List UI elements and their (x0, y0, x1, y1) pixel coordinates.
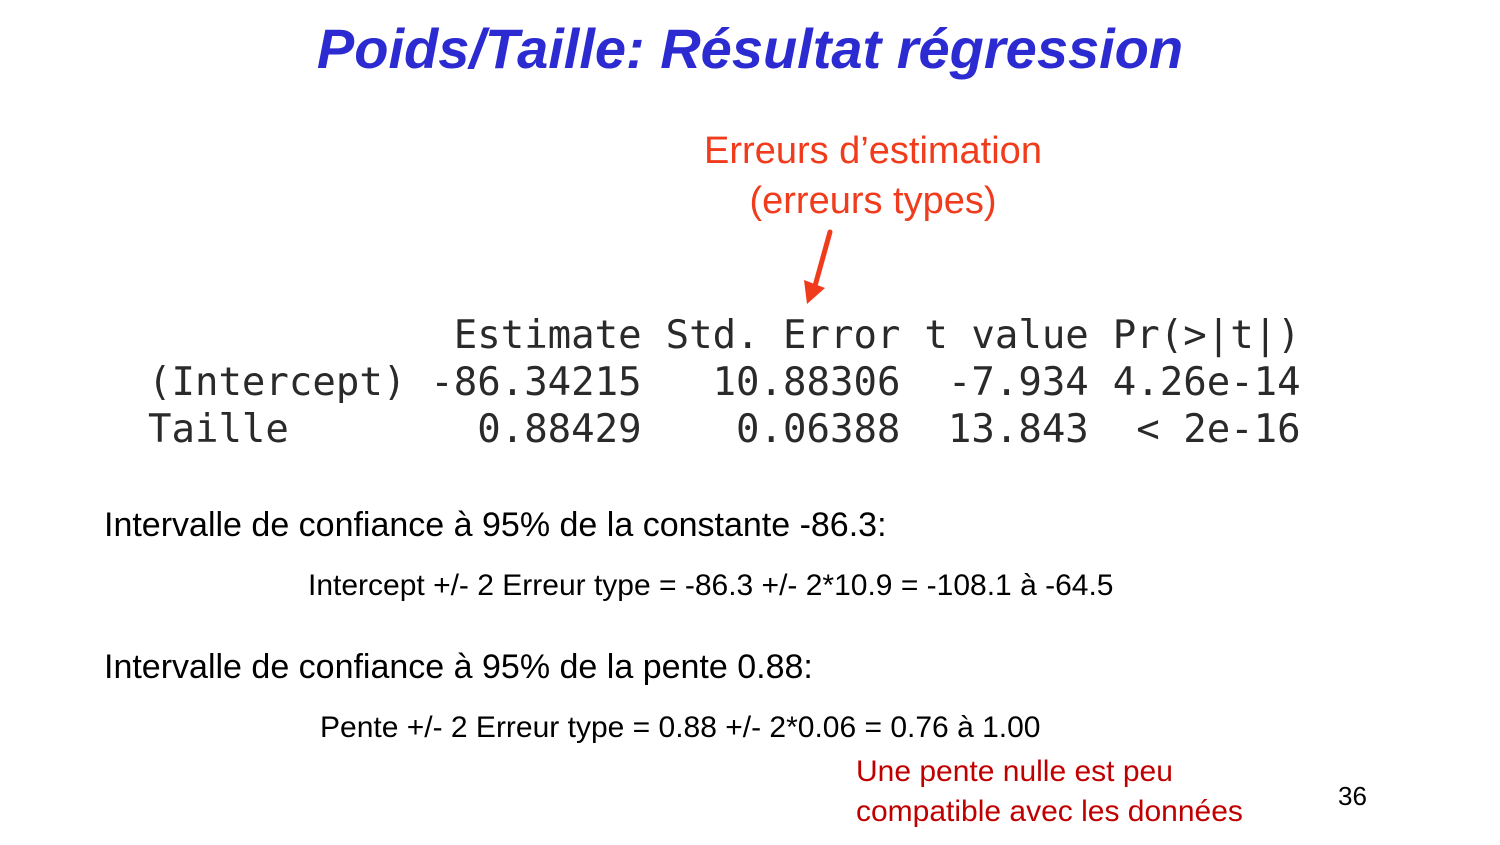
header-p-value: Pr(>|t|) (1112, 313, 1301, 358)
ci-slope-formula: Pente +/- 2 Erreur type = 0.88 +/- 2*0.0… (320, 711, 1041, 744)
header-t-value: t value (924, 313, 1089, 358)
cell-t-value: 13.843 (947, 407, 1089, 452)
conclusion-line-2: compatible avec les données (856, 795, 1243, 828)
cell-std-error: 0.06388 (736, 407, 901, 452)
slide-title: Poids/Taille: Résultat régression (316, 17, 1184, 80)
conclusion-note: Une pente nulle est peu compatible avec … (856, 752, 1243, 832)
regression-table: Estimate Std. Error t value Pr(>|t|) (In… (148, 312, 1301, 453)
row-label: Taille (148, 407, 289, 452)
ci-slope-heading: Intervalle de confiance à 95% de la pent… (104, 648, 813, 686)
table-row: Taille 0.88429 0.06388 13.843 < 2e-16 (148, 406, 1301, 453)
annotation-line-1: Erreurs d’estimation (704, 130, 1042, 172)
cell-estimate: 0.88429 (477, 407, 642, 452)
cell-t-value: -7.934 (947, 360, 1089, 405)
std-error-annotation: Erreurs d’estimation (erreurs types) (640, 126, 1106, 226)
page-number: 36 (1338, 781, 1367, 811)
cell-p-value: < 2e-16 (1136, 407, 1301, 452)
table-header-row: Estimate Std. Error t value Pr(>|t|) (148, 312, 1301, 359)
annotation-line-2: (erreurs types) (749, 180, 997, 222)
table-row: (Intercept) -86.34215 10.88306 -7.934 4.… (148, 359, 1301, 406)
conclusion-line-1: Une pente nulle est peu (856, 755, 1173, 788)
row-label: (Intercept) (148, 360, 407, 405)
ci-constant-formula: Intercept +/- 2 Erreur type = -86.3 +/- … (308, 569, 1114, 602)
cell-std-error: 10.88306 (712, 360, 901, 405)
cell-p-value: 4.26e-14 (1112, 360, 1301, 405)
ci-constant-heading: Intervalle de confiance à 95% de la cons… (104, 506, 887, 544)
arrow-down-icon (804, 229, 833, 304)
cell-estimate: -86.34215 (430, 360, 642, 405)
header-estimate: Estimate (453, 313, 642, 358)
header-std-error: Std. Error (665, 313, 901, 358)
